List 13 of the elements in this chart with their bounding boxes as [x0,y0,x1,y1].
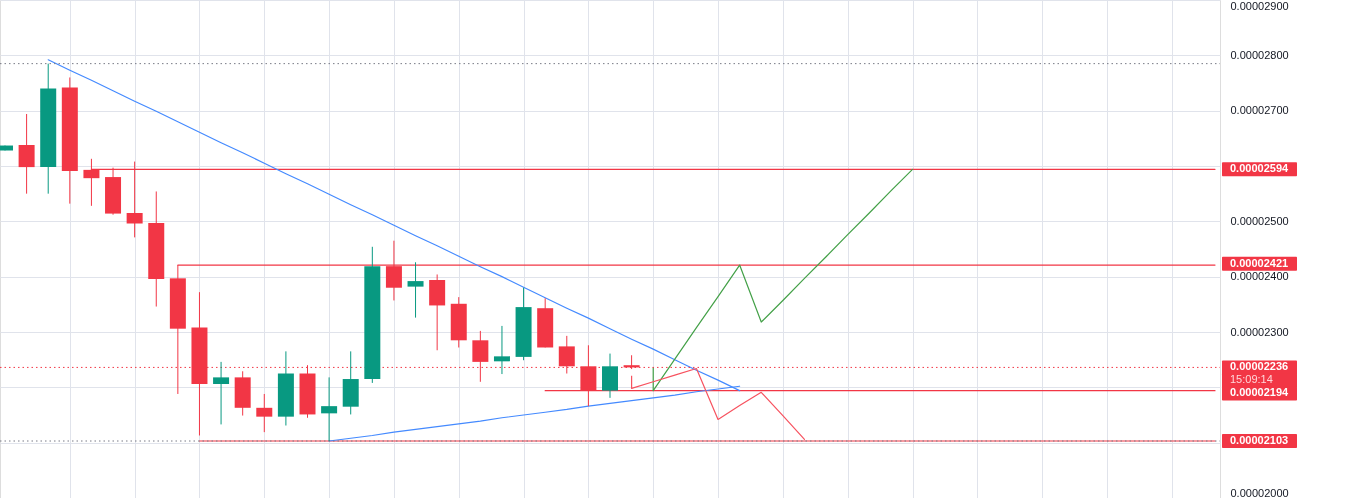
y-tick-label: 0.00002700 [1230,104,1289,117]
y-tick-label: 0.00002900 [1230,0,1289,12]
series-label: 0.00002103 [1230,434,1289,447]
series-label: 0.00002194 [1230,386,1289,399]
series-label: 0.00002421 [1230,256,1289,269]
y-tick-label: 0.00002300 [1230,325,1289,338]
ref-line-label: 0.00002236 [1230,360,1289,373]
y-tick-label: 0.00002500 [1230,214,1289,227]
y-tick-label: 0.00002400 [1230,270,1289,283]
y-tick-label: 0.00002000 [1230,486,1289,498]
series-label: 0.00002594 [1230,162,1289,175]
y-tick-label: 0.00002800 [1230,48,1289,61]
text: 15:09:14 [1230,373,1273,386]
